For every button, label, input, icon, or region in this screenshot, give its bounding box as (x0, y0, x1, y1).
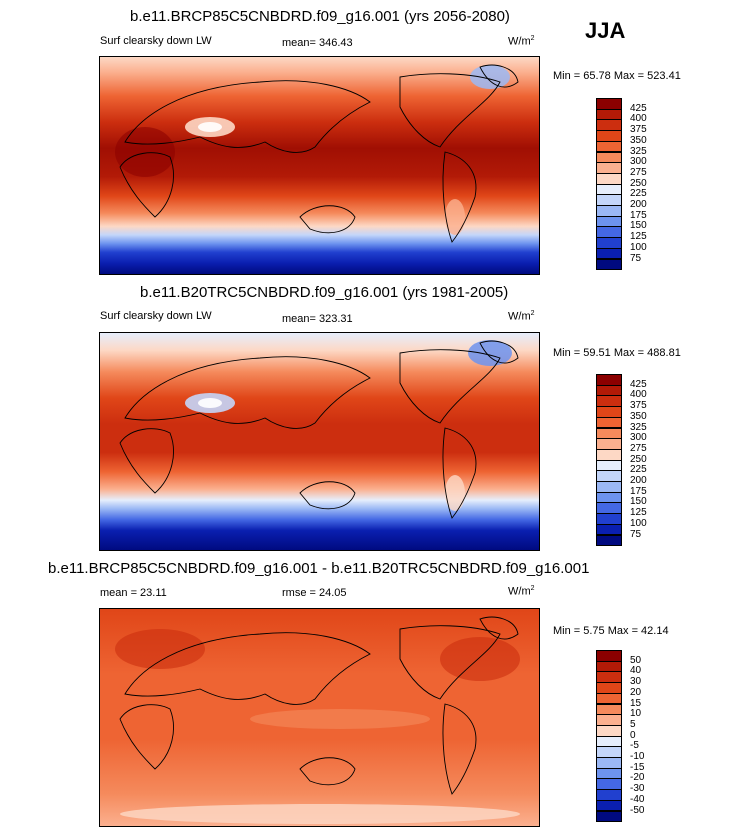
colorbar-tick-label: 325 (630, 421, 647, 433)
colorbar-tick-label: 375 (630, 400, 647, 412)
panel-2-map-field (100, 333, 539, 550)
colorbar-tick-label: 125 (630, 231, 647, 243)
colorbar-tick-label: 20 (630, 686, 642, 698)
colorbar-tick-label: 325 (630, 145, 647, 157)
colorbar-tick-label: 400 (630, 389, 647, 401)
panel-3-rmse-label: rmse = 24.05 (282, 587, 347, 599)
colorbar-tick-label: 225 (630, 188, 647, 200)
panel-3-min-max: Min = 5.75 Max = 42.14 (553, 625, 669, 637)
colorbar-tick-label: 275 (630, 166, 647, 178)
colorbar-tick-label: -40 (630, 793, 645, 805)
colorbar-tick-label: 30 (630, 676, 642, 688)
panel-1-map-field (100, 57, 539, 274)
panel-3-title: b.e11.BRCP85C5CNBDRD.f09_g16.001 - b.e11… (48, 560, 590, 577)
panel-3-map-field (100, 609, 539, 826)
colorbar-tick-label: -20 (630, 772, 645, 784)
colorbar-swatch (596, 810, 622, 823)
panel-3-mean-label: mean = 23.11 (100, 587, 167, 599)
colorbar-swatch (596, 258, 622, 271)
panel-2-min-max: Min = 59.51 Max = 488.81 (553, 347, 681, 359)
colorbar-tick-label: 100 (630, 241, 647, 253)
colorbar-tick-label: 175 (630, 209, 647, 221)
colorbar-tick-label: -15 (630, 761, 645, 773)
colorbar-tick-label: -5 (630, 740, 639, 752)
colorbar-tick-label: 5 (630, 718, 636, 730)
colorbar-tick-label: 50 (630, 654, 642, 666)
colorbar-tick-label: 250 (630, 177, 647, 189)
colorbar-tick-label: 40 (630, 665, 642, 677)
panel-3-map (99, 608, 540, 827)
colorbar-tick-label: 425 (630, 378, 647, 390)
colorbar-tick-label: -30 (630, 783, 645, 795)
colorbar-tick-label: 300 (630, 432, 647, 444)
colorbar-tick-label: 150 (630, 496, 647, 508)
colorbar-tick-label: 100 (630, 517, 647, 529)
colorbar-tick-label: 400 (630, 113, 647, 125)
colorbar-tick-label: 75 (630, 528, 642, 540)
panel-2-title: b.e11.B20TRC5CNBDRD.f09_g16.001 (yrs 198… (140, 284, 509, 301)
panel-1-mean-label: mean= 346.43 (282, 37, 353, 49)
panel-1-title: b.e11.BRCP85C5CNBDRD.f09_g16.001 (yrs 20… (130, 8, 510, 25)
colorbar-tick-label: 250 (630, 453, 647, 465)
season-label: JJA (585, 18, 626, 43)
colorbar-tick-label: 425 (630, 102, 647, 114)
panel-2-variable-label: Surf clearsky down LW (100, 310, 212, 322)
colorbar-tick-label: 350 (630, 134, 647, 146)
colorbar-tick-label: 225 (630, 464, 647, 476)
colorbar-tick-label: 10 (630, 708, 642, 720)
panel-1-min-max: Min = 65.78 Max = 523.41 (553, 70, 681, 82)
panel-2-map (99, 332, 540, 551)
panel-2-units: W/m2 (508, 310, 535, 323)
colorbar-swatch (596, 534, 622, 547)
colorbar-tick-label: 125 (630, 507, 647, 519)
colorbar-tick-label: 0 (630, 729, 636, 741)
colorbar-tick-label: 15 (630, 697, 642, 709)
colorbar-tick-label: 275 (630, 442, 647, 454)
colorbar-tick-label: 375 (630, 124, 647, 136)
colorbar-tick-label: 200 (630, 475, 647, 486)
panel-1-units: W/m2 (508, 35, 535, 48)
colorbar-tick-label: 150 (630, 220, 647, 232)
colorbar-tick-label: 300 (630, 156, 647, 168)
colorbar-tick-label: 350 (630, 410, 647, 422)
colorbar-tick-label: 175 (630, 485, 647, 497)
panel-1-variable-label: Surf clearsky down LW (100, 35, 212, 47)
colorbar-tick-label: -10 (630, 751, 645, 762)
panel-3-units: W/m2 (508, 585, 535, 598)
colorbar-tick-label: -50 (630, 804, 645, 816)
panel-1-map (99, 56, 540, 275)
colorbar-tick-label: 200 (630, 199, 647, 210)
panel-2-mean-label: mean= 323.31 (282, 313, 353, 325)
colorbar-tick-label: 75 (630, 252, 642, 264)
